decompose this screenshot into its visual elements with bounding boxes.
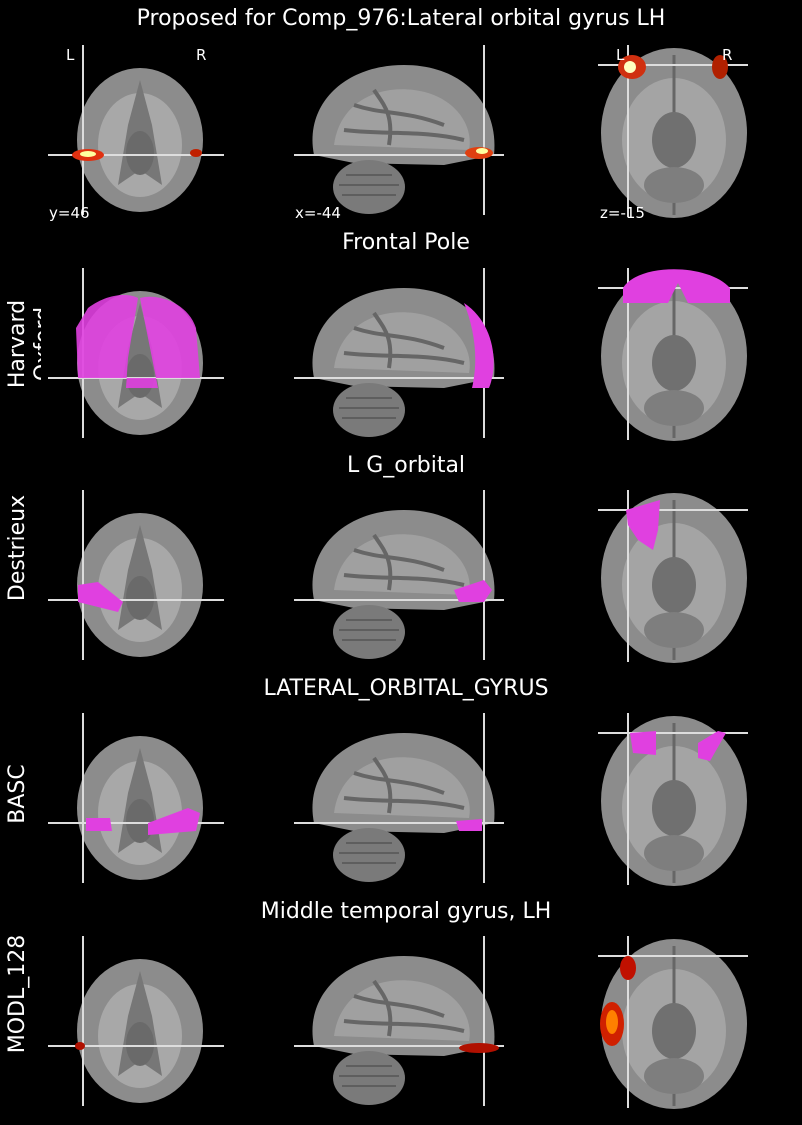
orientation-label: L: [616, 46, 625, 64]
atlas-label: Destrieux: [5, 494, 30, 602]
atlas-label: Harvard Oxford: [5, 299, 41, 389]
region-title: Frontal Pole: [342, 230, 470, 255]
coordinate-label: x=-44: [295, 204, 341, 222]
region-title: Middle temporal gyrus, LH: [260, 899, 552, 924]
orientation-label: R: [722, 46, 733, 64]
orientation-label: R: [196, 46, 207, 64]
region-title: LATERAL_ORBITAL_GYRUS: [263, 676, 549, 701]
region-title: L G_orbital: [346, 453, 466, 478]
orientation-label: L: [66, 46, 75, 64]
coordinate-label: z=-15: [600, 204, 645, 222]
atlas-label: MODL_128: [5, 934, 30, 1054]
coordinate-label: y=46: [49, 204, 90, 222]
atlas-label: BASC: [5, 764, 30, 824]
figure-title: Proposed for Comp_976:Lateral orbital gy…: [136, 6, 666, 31]
